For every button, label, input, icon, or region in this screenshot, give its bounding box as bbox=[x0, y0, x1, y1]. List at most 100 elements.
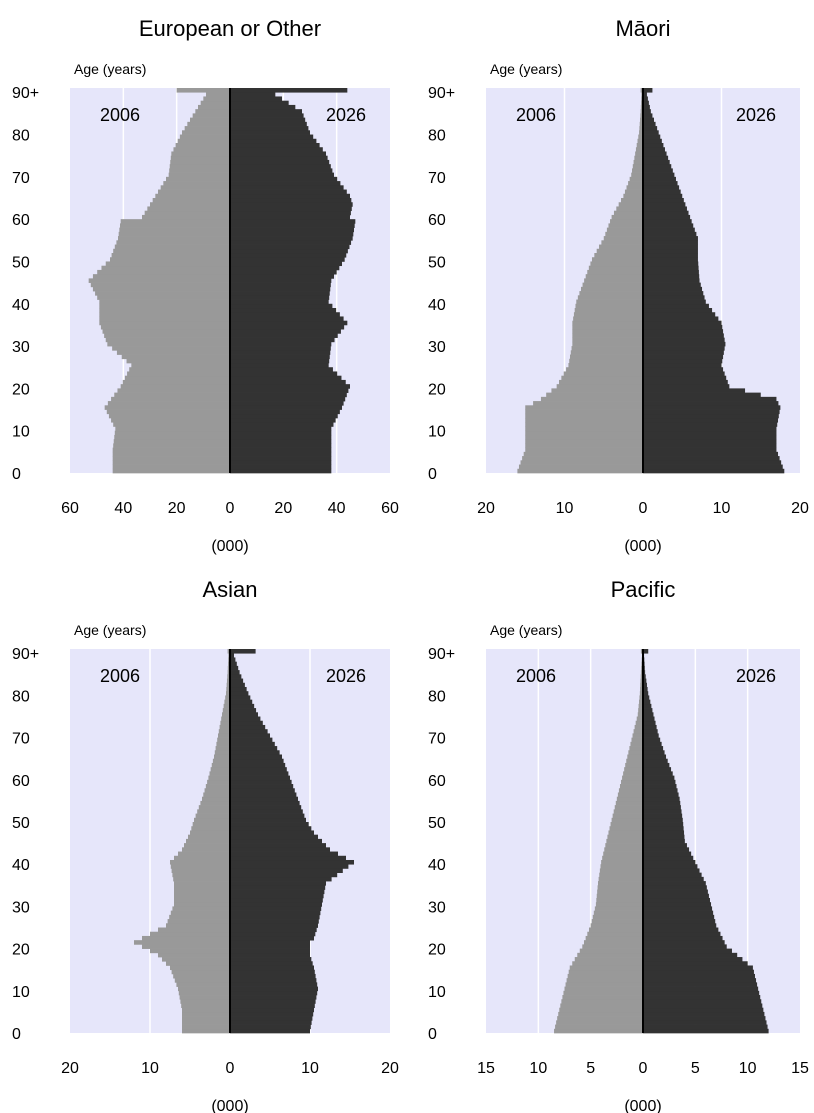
bar-2026-age-3 bbox=[230, 1016, 313, 1021]
bar-2026-age-75 bbox=[643, 712, 654, 717]
bar-2006-age-49 bbox=[192, 822, 230, 827]
bar-2026-age-40 bbox=[230, 859, 354, 865]
bar-2006-age-61 bbox=[613, 210, 643, 216]
bar-2006-age-3 bbox=[112, 456, 230, 461]
bar-2026-age-21 bbox=[643, 379, 728, 385]
bar-2026-age-12 bbox=[643, 978, 757, 983]
bar-2026-age-49 bbox=[643, 822, 684, 827]
bar-2026-age-8 bbox=[230, 434, 332, 440]
bar-2026-age-7 bbox=[230, 999, 316, 1004]
bar-2026-age-18 bbox=[643, 392, 761, 398]
bar-2026-age-76 bbox=[230, 708, 257, 713]
bar-2026-age-33 bbox=[230, 889, 325, 895]
bar-2026-age-27 bbox=[230, 914, 320, 920]
age-tick-label: 10 bbox=[12, 984, 30, 1001]
bar-2006-age-35 bbox=[597, 881, 643, 886]
bar-2026-age-54 bbox=[643, 240, 698, 245]
bar-2006-age-72 bbox=[219, 724, 230, 730]
bar-2006-age-45 bbox=[88, 278, 231, 283]
bar-2006-age-50 bbox=[194, 817, 230, 823]
bar-2026-age-5 bbox=[230, 447, 332, 453]
bar-2026-age-68 bbox=[643, 181, 678, 186]
bar-2026-age-82 bbox=[643, 682, 647, 688]
bar-2026-age-55 bbox=[230, 796, 298, 802]
bar-2026-age-54 bbox=[230, 240, 352, 245]
bar-2026-age-5 bbox=[230, 1007, 314, 1013]
age-tick-label: 70 bbox=[428, 170, 446, 187]
bar-2026-age-75 bbox=[230, 712, 258, 717]
bar-2006-age-6 bbox=[525, 443, 643, 448]
bar-2006-age-19 bbox=[551, 388, 643, 393]
bar-2006-age-67 bbox=[629, 746, 643, 751]
bar-2006-age-70 bbox=[631, 172, 643, 178]
bar-2026-age-30 bbox=[230, 341, 332, 347]
bar-2006-age-4 bbox=[523, 451, 643, 457]
bar-2026-age-47 bbox=[643, 830, 685, 836]
age-tick-label: 90+ bbox=[12, 646, 39, 663]
bar-2006-age-1 bbox=[518, 464, 643, 470]
bar-2026-age-30 bbox=[643, 902, 712, 907]
bar-2026-age-9 bbox=[643, 430, 777, 436]
bar-2026-age-33 bbox=[643, 889, 708, 895]
bar-2006-age-64 bbox=[212, 758, 230, 764]
bar-2026-age-51 bbox=[643, 813, 683, 819]
bar-2026-age-14 bbox=[230, 409, 340, 415]
bar-2006-age-1 bbox=[555, 1024, 643, 1030]
bar-2026-age-77 bbox=[643, 703, 652, 709]
bar-2006-age-71 bbox=[632, 168, 643, 173]
age-tick-label: 80 bbox=[428, 128, 446, 145]
x-tick-label: 10 bbox=[713, 500, 731, 517]
bar-2006-age-90 bbox=[176, 88, 230, 93]
bar-2006-age-0 bbox=[517, 468, 643, 474]
bar-2026-age-40 bbox=[230, 299, 329, 305]
age-tick-label: 30 bbox=[428, 899, 446, 916]
age-tick-label: 60 bbox=[12, 212, 30, 229]
bar-2006-age-2 bbox=[520, 460, 643, 465]
bar-2026-age-16 bbox=[643, 401, 779, 406]
bar-2006-age-75 bbox=[171, 151, 230, 157]
bar-2026-age-70 bbox=[230, 172, 334, 178]
bar-2026-age-7 bbox=[643, 439, 777, 444]
bar-2006-age-3 bbox=[182, 1016, 230, 1021]
bar-2006-age-45 bbox=[606, 838, 643, 844]
bar-2026-age-88 bbox=[230, 96, 282, 102]
bar-2006-age-48 bbox=[191, 826, 230, 831]
bar-2026-age-62 bbox=[230, 767, 287, 772]
bar-2006-age-31 bbox=[572, 337, 643, 343]
bar-2006-age-69 bbox=[629, 176, 643, 182]
bar-2006-age-90 bbox=[640, 88, 643, 93]
bar-2006-age-68 bbox=[163, 181, 230, 186]
bar-2006-age-85 bbox=[640, 670, 643, 675]
bar-2006-age-13 bbox=[108, 413, 230, 419]
bar-2026-age-82 bbox=[643, 121, 656, 127]
bar-2006-age-15 bbox=[170, 965, 230, 971]
bar-2006-age-41 bbox=[602, 855, 643, 861]
bar-2026-age-38 bbox=[643, 868, 700, 873]
bar-2026-age-58 bbox=[643, 784, 677, 789]
age-tick-label: 40 bbox=[12, 857, 30, 874]
bar-2026-age-4 bbox=[230, 451, 332, 457]
bar-2006-age-84 bbox=[640, 674, 643, 679]
bar-2026-age-43 bbox=[230, 286, 331, 292]
bar-2006-age-90 bbox=[640, 649, 643, 654]
bar-2006-age-25 bbox=[166, 923, 230, 928]
bar-2026-age-64 bbox=[230, 758, 284, 764]
bar-2006-age-5 bbox=[182, 1007, 230, 1013]
bar-2006-age-38 bbox=[171, 868, 230, 873]
pyramid-panel: Māori Age (years) 2006 2026 0 10 20 30 40 50 60 70 8… bbox=[428, 16, 809, 555]
bar-2026-age-21 bbox=[230, 940, 310, 945]
bar-2006-age-67 bbox=[160, 185, 230, 190]
bar-2006-age-60 bbox=[622, 775, 643, 781]
bar-2026-age-90 bbox=[643, 88, 653, 93]
bar-2026-age-29 bbox=[230, 346, 331, 351]
bar-2006-age-60 bbox=[142, 214, 230, 220]
bar-2026-age-8 bbox=[643, 995, 761, 1000]
bar-2026-age-60 bbox=[643, 775, 675, 781]
bar-2006-age-24 bbox=[588, 927, 643, 933]
bar-2026-age-45 bbox=[230, 278, 332, 283]
bar-2026-age-16 bbox=[230, 961, 313, 966]
age-tick-label: 40 bbox=[428, 857, 446, 874]
bar-2026-age-54 bbox=[643, 800, 681, 806]
bar-2006-age-78 bbox=[177, 138, 230, 144]
bar-2026-age-43 bbox=[643, 286, 703, 292]
